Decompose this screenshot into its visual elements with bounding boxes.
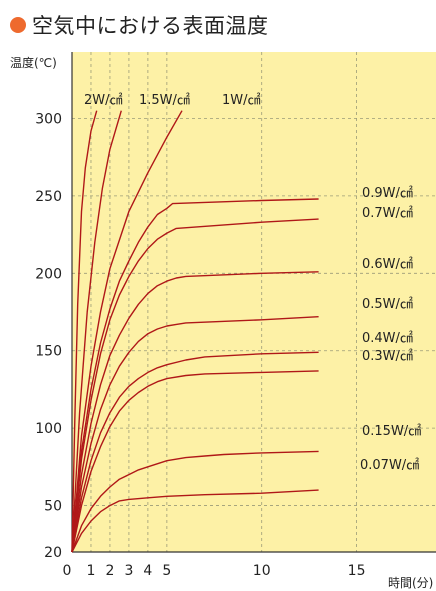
series-label: 0.5W/㎠ <box>362 297 413 312</box>
y-axis-label: 温度(℃) <box>10 55 57 70</box>
x-tick-label: 1 <box>87 563 96 579</box>
y-tick-label: 200 <box>35 266 62 282</box>
series-label: 1W/㎠ <box>222 93 261 108</box>
y-tick-label: 50 <box>44 499 62 515</box>
chart-title: 空気中における表面温度 <box>32 14 269 38</box>
series-label: 0.07W/㎠ <box>360 458 419 473</box>
x-tick-label: 2 <box>105 563 114 579</box>
x-axis-label: 時間(分) <box>388 576 433 590</box>
x-tick-label: 5 <box>162 563 171 579</box>
x-tick-label: 3 <box>124 563 133 579</box>
chart-title-row: 空気中における表面温度 <box>10 10 269 40</box>
series-line <box>71 218 319 553</box>
series-label: 0.3W/㎠ <box>362 349 413 364</box>
series-label: 1.5W/㎠ <box>139 93 190 108</box>
series-line <box>71 351 319 553</box>
x-tick-label: 4 <box>143 563 152 579</box>
series-line <box>71 110 122 553</box>
x-tick-label: 10 <box>253 563 271 579</box>
series-label: 2W/㎠ <box>84 93 123 108</box>
y-tick-label: 250 <box>35 189 62 205</box>
series-line <box>71 450 319 553</box>
series-label: 0.15W/㎠ <box>362 424 421 439</box>
x-tick-label: 15 <box>348 563 366 579</box>
series-line <box>71 316 319 553</box>
series-label: 0.4W/㎠ <box>362 331 413 346</box>
series-line <box>71 271 319 553</box>
series-line <box>71 489 319 553</box>
y-tick-label: 300 <box>35 111 62 127</box>
series-line <box>71 198 319 553</box>
bullet-icon <box>10 17 26 33</box>
y-tick-label: 100 <box>35 421 62 437</box>
series-line <box>71 110 183 553</box>
y-tick-label: 20 <box>44 545 62 561</box>
plot-area <box>72 52 436 552</box>
series-label: 0.6W/㎠ <box>362 257 413 272</box>
x-tick-label: 0 <box>63 563 72 579</box>
series-line <box>71 110 98 553</box>
series-label: 0.7W/㎠ <box>362 206 413 221</box>
series-line <box>71 370 319 553</box>
y-tick-label: 150 <box>35 344 62 360</box>
series-label: 0.9W/㎠ <box>362 186 413 201</box>
